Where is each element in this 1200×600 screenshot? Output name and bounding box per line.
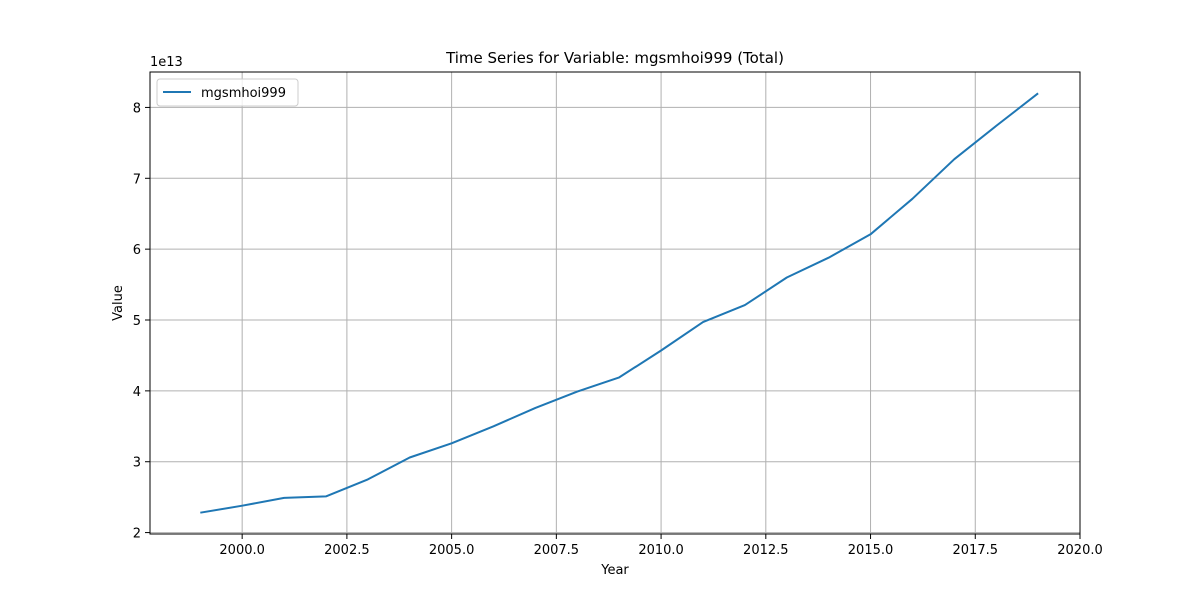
x-tick-label: 2005.0 xyxy=(429,543,475,558)
y-tick-label: 6 xyxy=(133,243,141,258)
x-tick-label: 2012.5 xyxy=(743,543,789,558)
x-axis-ticks: 2000.0 2002.5 2005.0 2007.5 2010.0 2012.5 2015… xyxy=(219,534,1103,558)
y-tick-label: 8 xyxy=(133,101,141,116)
x-tick-label: 2017.5 xyxy=(953,543,999,558)
y-tick-label: 4 xyxy=(133,385,141,400)
x-tick-label: 2010.0 xyxy=(638,543,684,558)
y-tick-label: 7 xyxy=(133,172,141,187)
legend-label: mgsmhoi999 xyxy=(201,86,286,101)
x-tick-label: 2020.0 xyxy=(1057,543,1103,558)
legend-box xyxy=(156,78,299,107)
y-axis-label: Value xyxy=(111,285,126,321)
y-tick-label: 5 xyxy=(133,314,141,329)
plot-frame xyxy=(149,71,1081,535)
y-tick-label: 3 xyxy=(133,456,141,471)
series-line xyxy=(200,92,1039,514)
chart-title: Time Series for Variable: mgsmhoi999 (To… xyxy=(445,49,784,67)
legend: mgsmhoi999 xyxy=(156,78,299,107)
x-tick-label: 2000.0 xyxy=(219,543,265,558)
grid-lines xyxy=(150,72,1081,534)
x-tick-label: 2015.0 xyxy=(848,543,894,558)
y-axis-multiplier: 1e13 xyxy=(150,55,183,70)
series-layer xyxy=(200,92,1039,514)
y-tick-label: 2 xyxy=(133,527,141,542)
x-tick-label: 2002.5 xyxy=(324,543,370,558)
x-tick-label: 2007.5 xyxy=(534,543,580,558)
x-axis-label: Year xyxy=(600,563,629,578)
y-axis-ticks: 2 3 4 5 6 7 8 xyxy=(133,101,150,542)
